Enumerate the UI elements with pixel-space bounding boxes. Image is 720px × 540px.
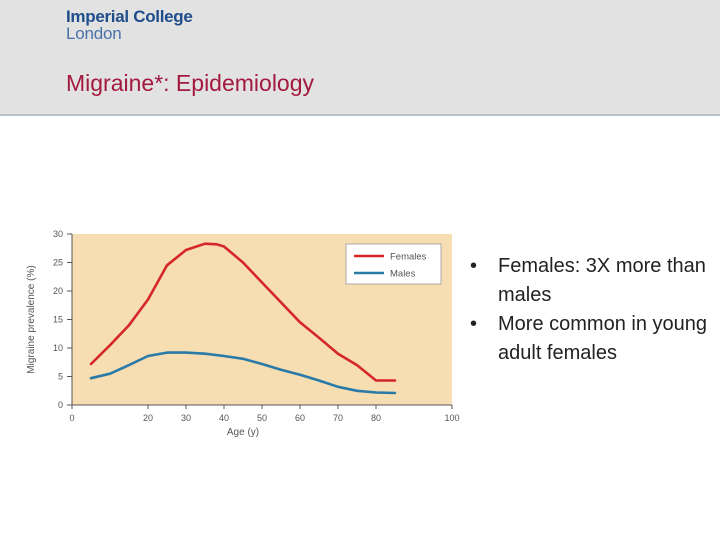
slide-title: Migraine*: Epidemiology — [66, 70, 315, 96]
legend-label: Females — [390, 252, 427, 263]
logo-line-1: Imperial College — [66, 7, 193, 26]
x-tick-label: 70 — [333, 413, 343, 423]
x-tick-label: 80 — [371, 413, 381, 423]
y-tick-label: 20 — [53, 286, 63, 296]
bullet-item: More common in young adult females — [470, 310, 710, 368]
slide-header: Imperial College London Migraine*: Epide… — [0, 0, 720, 116]
y-tick-label: 15 — [53, 315, 63, 325]
y-tick-label: 10 — [53, 343, 63, 353]
bullet-item: Females: 3X more than males — [470, 252, 710, 310]
bullet-list: Females: 3X more than males More common … — [470, 252, 710, 368]
x-axis-label: Age (y) — [227, 427, 259, 438]
series-line-males — [89, 351, 397, 395]
y-tick-label: 30 — [53, 229, 63, 239]
logo-line-2: London — [66, 24, 122, 43]
legend-label: Males — [390, 269, 416, 280]
y-tick-label: 25 — [53, 258, 63, 268]
series-line-females — [89, 242, 397, 382]
y-tick-label: 5 — [58, 372, 63, 382]
x-tick-label: 50 — [257, 413, 267, 423]
y-axis-label: Migraine prevalence (%) — [26, 265, 37, 373]
y-tick-label: 0 — [58, 400, 63, 410]
migraine-prevalence-chart: 0 5 10 15 20 25 30 0 20 30 40 50 60 70 80 100 Age (y) Mig… — [26, 229, 460, 438]
legend-box — [345, 243, 442, 285]
x-tick-label: 20 — [143, 413, 153, 423]
x-tick-label: 40 — [219, 413, 229, 423]
imperial-college-logo: Imperial College London — [66, 8, 193, 42]
x-tick-label: 100 — [444, 413, 459, 423]
x-tick-label: 0 — [69, 413, 74, 423]
x-tick-label: 60 — [295, 413, 305, 423]
x-tick-label: 30 — [181, 413, 191, 423]
